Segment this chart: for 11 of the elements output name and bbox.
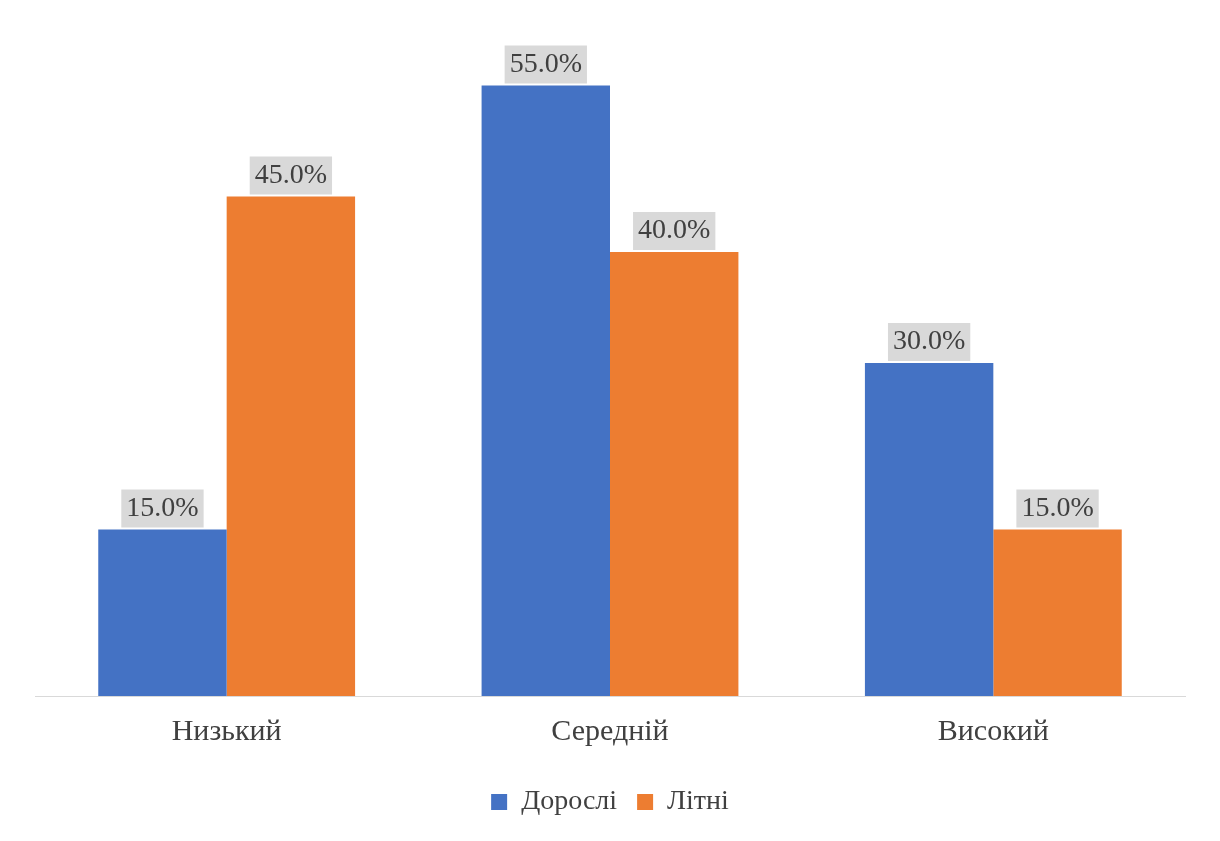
data-label: 55.0% bbox=[509, 46, 582, 78]
x-tick-label: Середній bbox=[551, 712, 669, 746]
data-label: 40.0% bbox=[638, 213, 711, 245]
legend-label: Літні bbox=[667, 784, 730, 816]
x-tick-label: Високий bbox=[937, 712, 1049, 746]
legend-label: Дорослі bbox=[521, 784, 618, 816]
data-label: 30.0% bbox=[892, 324, 966, 356]
data-label: 15.0% bbox=[1021, 490, 1094, 522]
data-label: 45.0% bbox=[254, 157, 328, 189]
data-label: 15.0% bbox=[126, 490, 199, 522]
x-tick-label: Низький bbox=[171, 712, 282, 746]
